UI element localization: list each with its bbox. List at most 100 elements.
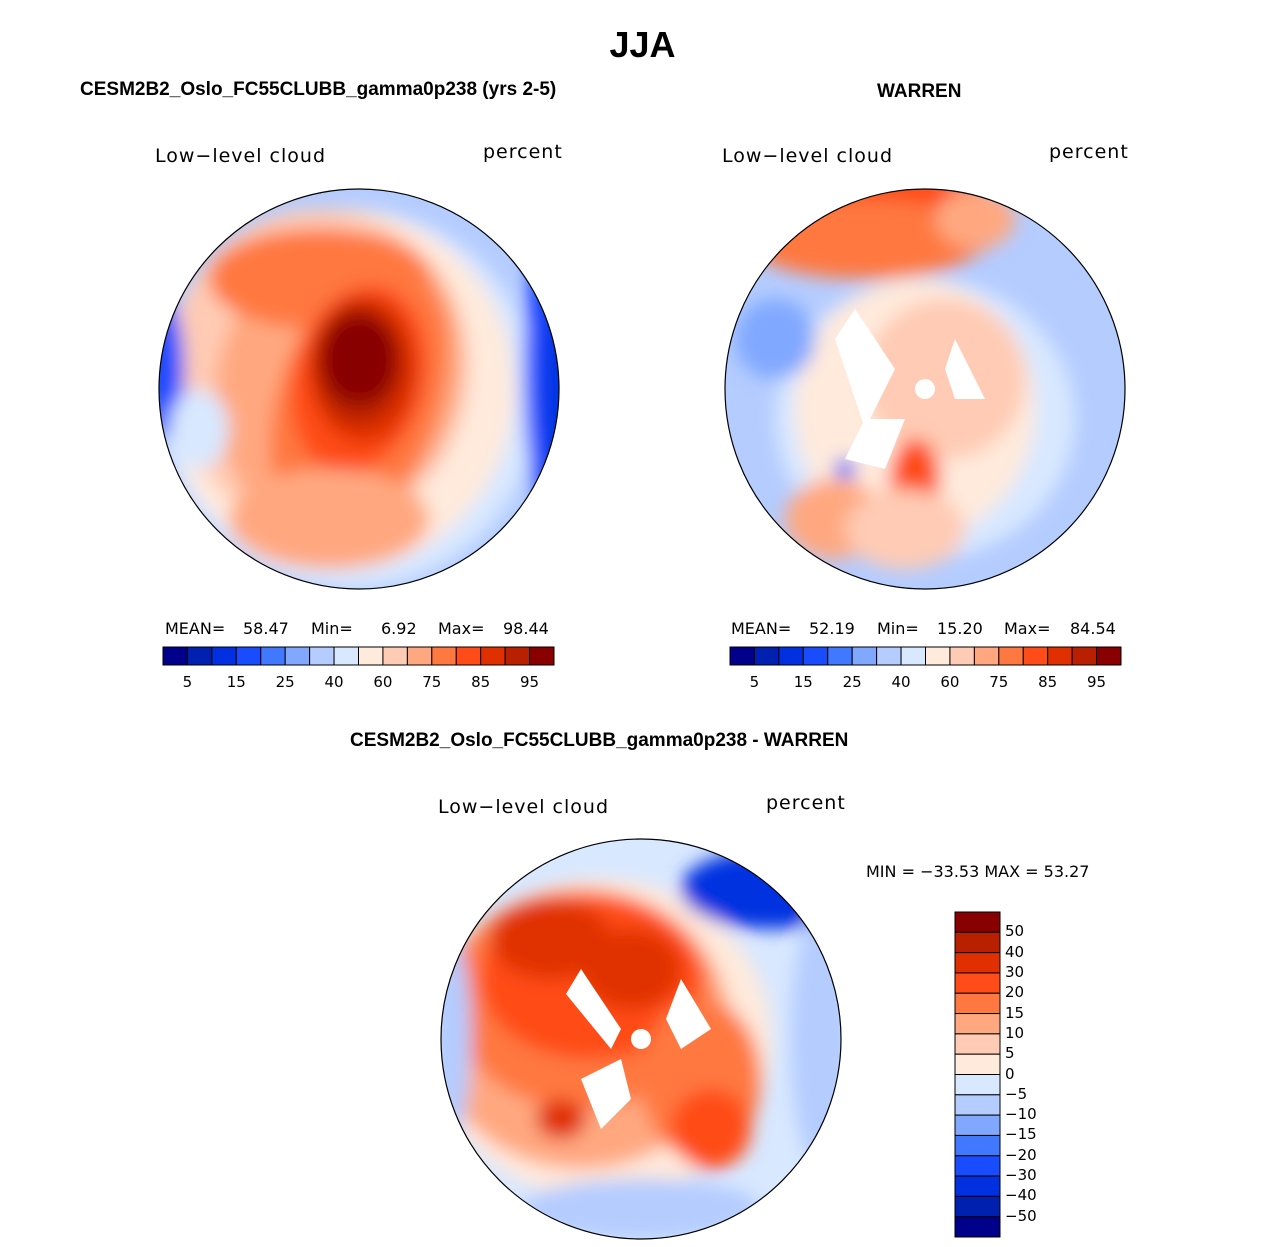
abs-colorbar-1-tick-label: 25 [275,673,295,691]
diff-colorbar-box [954,911,1001,933]
abs-colorbar-2-box [827,646,853,666]
missing-data-region [845,419,905,469]
diff-colorbar-box [954,1195,1001,1218]
abs-colorbar-1-tick-label: 75 [422,673,442,691]
contour-region [159,299,184,439]
contour-region [681,849,841,929]
abs-colorbar-1-tick-label: 5 [182,673,193,691]
diff-colorbar-box [954,1155,1001,1177]
abs-colorbar-2-tick-label: 40 [891,673,911,691]
contour-region [935,189,1015,249]
diff-colorbar-box [954,1134,1001,1157]
abs-colorbar-1-box [406,646,433,666]
contour-region [229,469,429,569]
abs-colorbar-2-box [949,646,975,666]
panel2-min-label: Min= [877,619,919,638]
diff-colorbar-tick-label: 50 [1005,922,1025,941]
diff-colorbar-tick-label: 0 [1005,1064,1015,1083]
diff-colorbar-tick-label: 10 [1005,1023,1025,1042]
missing-data-region [666,979,711,1049]
abs-colorbar-2-box [876,646,902,666]
contour-region [835,459,855,479]
contour-region [1075,279,1125,519]
abs-colorbar-2-box [851,646,878,666]
panel2-variable-label: Low−level cloud [722,145,894,167]
abs-colorbar-2-box [973,646,1000,666]
diff-colorbar-tick-label: −30 [1005,1166,1037,1185]
abs-colorbar-2-tick-label: 95 [1087,673,1107,691]
contour-region [169,389,229,469]
diff-colorbar-tick-label: −10 [1005,1105,1037,1124]
contour-fills [159,209,559,589]
abs-colorbar-1-box [431,646,457,666]
polar-map-1 [159,189,559,589]
abs-colorbar-2-box [778,646,804,666]
contour-region [791,909,841,1169]
figure-title: JJA [609,24,676,65]
diff-colorbar-tick-label: 5 [1005,1044,1015,1063]
abs-colorbar-1-box [235,646,262,666]
abs-colorbar-2-box [1096,646,1122,666]
diff-colorbar-tick-label: 30 [1005,962,1025,981]
abs-colorbar-1-box [358,646,384,666]
panel2-mean: 52.19 [809,619,855,638]
panel2-min: 15.20 [937,619,983,638]
diff-colorbar-box [954,1175,1001,1197]
diff-colorbar-box [954,1114,1001,1136]
missing-data-region [566,969,621,1049]
contour-region [321,314,397,404]
panel1-mean-label: MEAN= [165,619,226,638]
abs-colorbar-1-tick-label: 40 [324,673,344,691]
map-boundary [158,188,560,590]
abs-colorbar-1-box [211,646,237,666]
diff-colorbar-box [954,1094,1001,1116]
diff-colorbar-tick-label: 40 [1005,942,1025,961]
panel1-units-label: percent [483,141,563,163]
abs-colorbar-2-box [753,646,780,666]
abs-colorbar-1-tick-label: 60 [373,673,393,691]
abs-colorbar-2-box [802,646,829,666]
polar-map-3 [441,839,841,1239]
missing-data-region [835,309,895,429]
abs-colorbar-2-tick-label: 75 [989,673,1009,691]
contour-region [521,1179,761,1239]
abs-colorbar-1-box [480,646,506,666]
abs-colorbar-1-box [162,646,188,666]
panel1-min-label: Min= [311,619,353,638]
diff-colorbar-tick-label: 15 [1005,1003,1025,1022]
contour-region [581,929,681,1009]
contour-fills [441,849,841,1239]
diff-colorbar-box [954,972,1001,994]
contour-region [536,1099,586,1139]
diff-colorbar-box [954,931,1001,954]
diff-colorbar-tick-label: −5 [1005,1084,1028,1103]
abs-colorbar-2-box [1047,646,1073,666]
panel2-title: WARREN [877,81,962,102]
diff-colorbar-tick-label: 20 [1005,983,1025,1002]
panel1-max: 98.44 [503,619,549,638]
abs-colorbar-2-box [925,646,951,666]
abs-colorbar-1-box [284,646,311,666]
diff-colorbar-tick-label: −50 [1005,1206,1037,1225]
diff-colorbar-tick-label: −40 [1005,1186,1037,1205]
pole-hole [631,1029,651,1049]
polar-map-2 [725,189,1125,589]
abs-colorbar-2-box [1071,646,1098,666]
panel1-max-label: Max= [438,619,485,638]
panel2-max-label: Max= [1004,619,1051,638]
panel2-max: 84.54 [1070,619,1116,638]
abs-colorbar-1-tick-label: 95 [520,673,540,691]
abs-colorbar-2-tick-label: 85 [1038,673,1058,691]
diff-colorbar-box [954,992,1001,1015]
abs-colorbar-1-tick-label: 15 [226,673,246,691]
contour-region [441,939,471,1139]
diff-colorbar-box [954,1053,1001,1075]
missing-data-region [581,1059,631,1129]
contour-region [735,299,815,379]
abs-colorbar-1-box [455,646,482,666]
abs-colorbar-2-tick-label: 15 [793,673,813,691]
abs-colorbar-2-box [900,646,926,666]
panel1-mean: 58.47 [243,619,289,638]
diff-colorbar-box [954,1013,1001,1035]
contour-region [845,489,965,569]
